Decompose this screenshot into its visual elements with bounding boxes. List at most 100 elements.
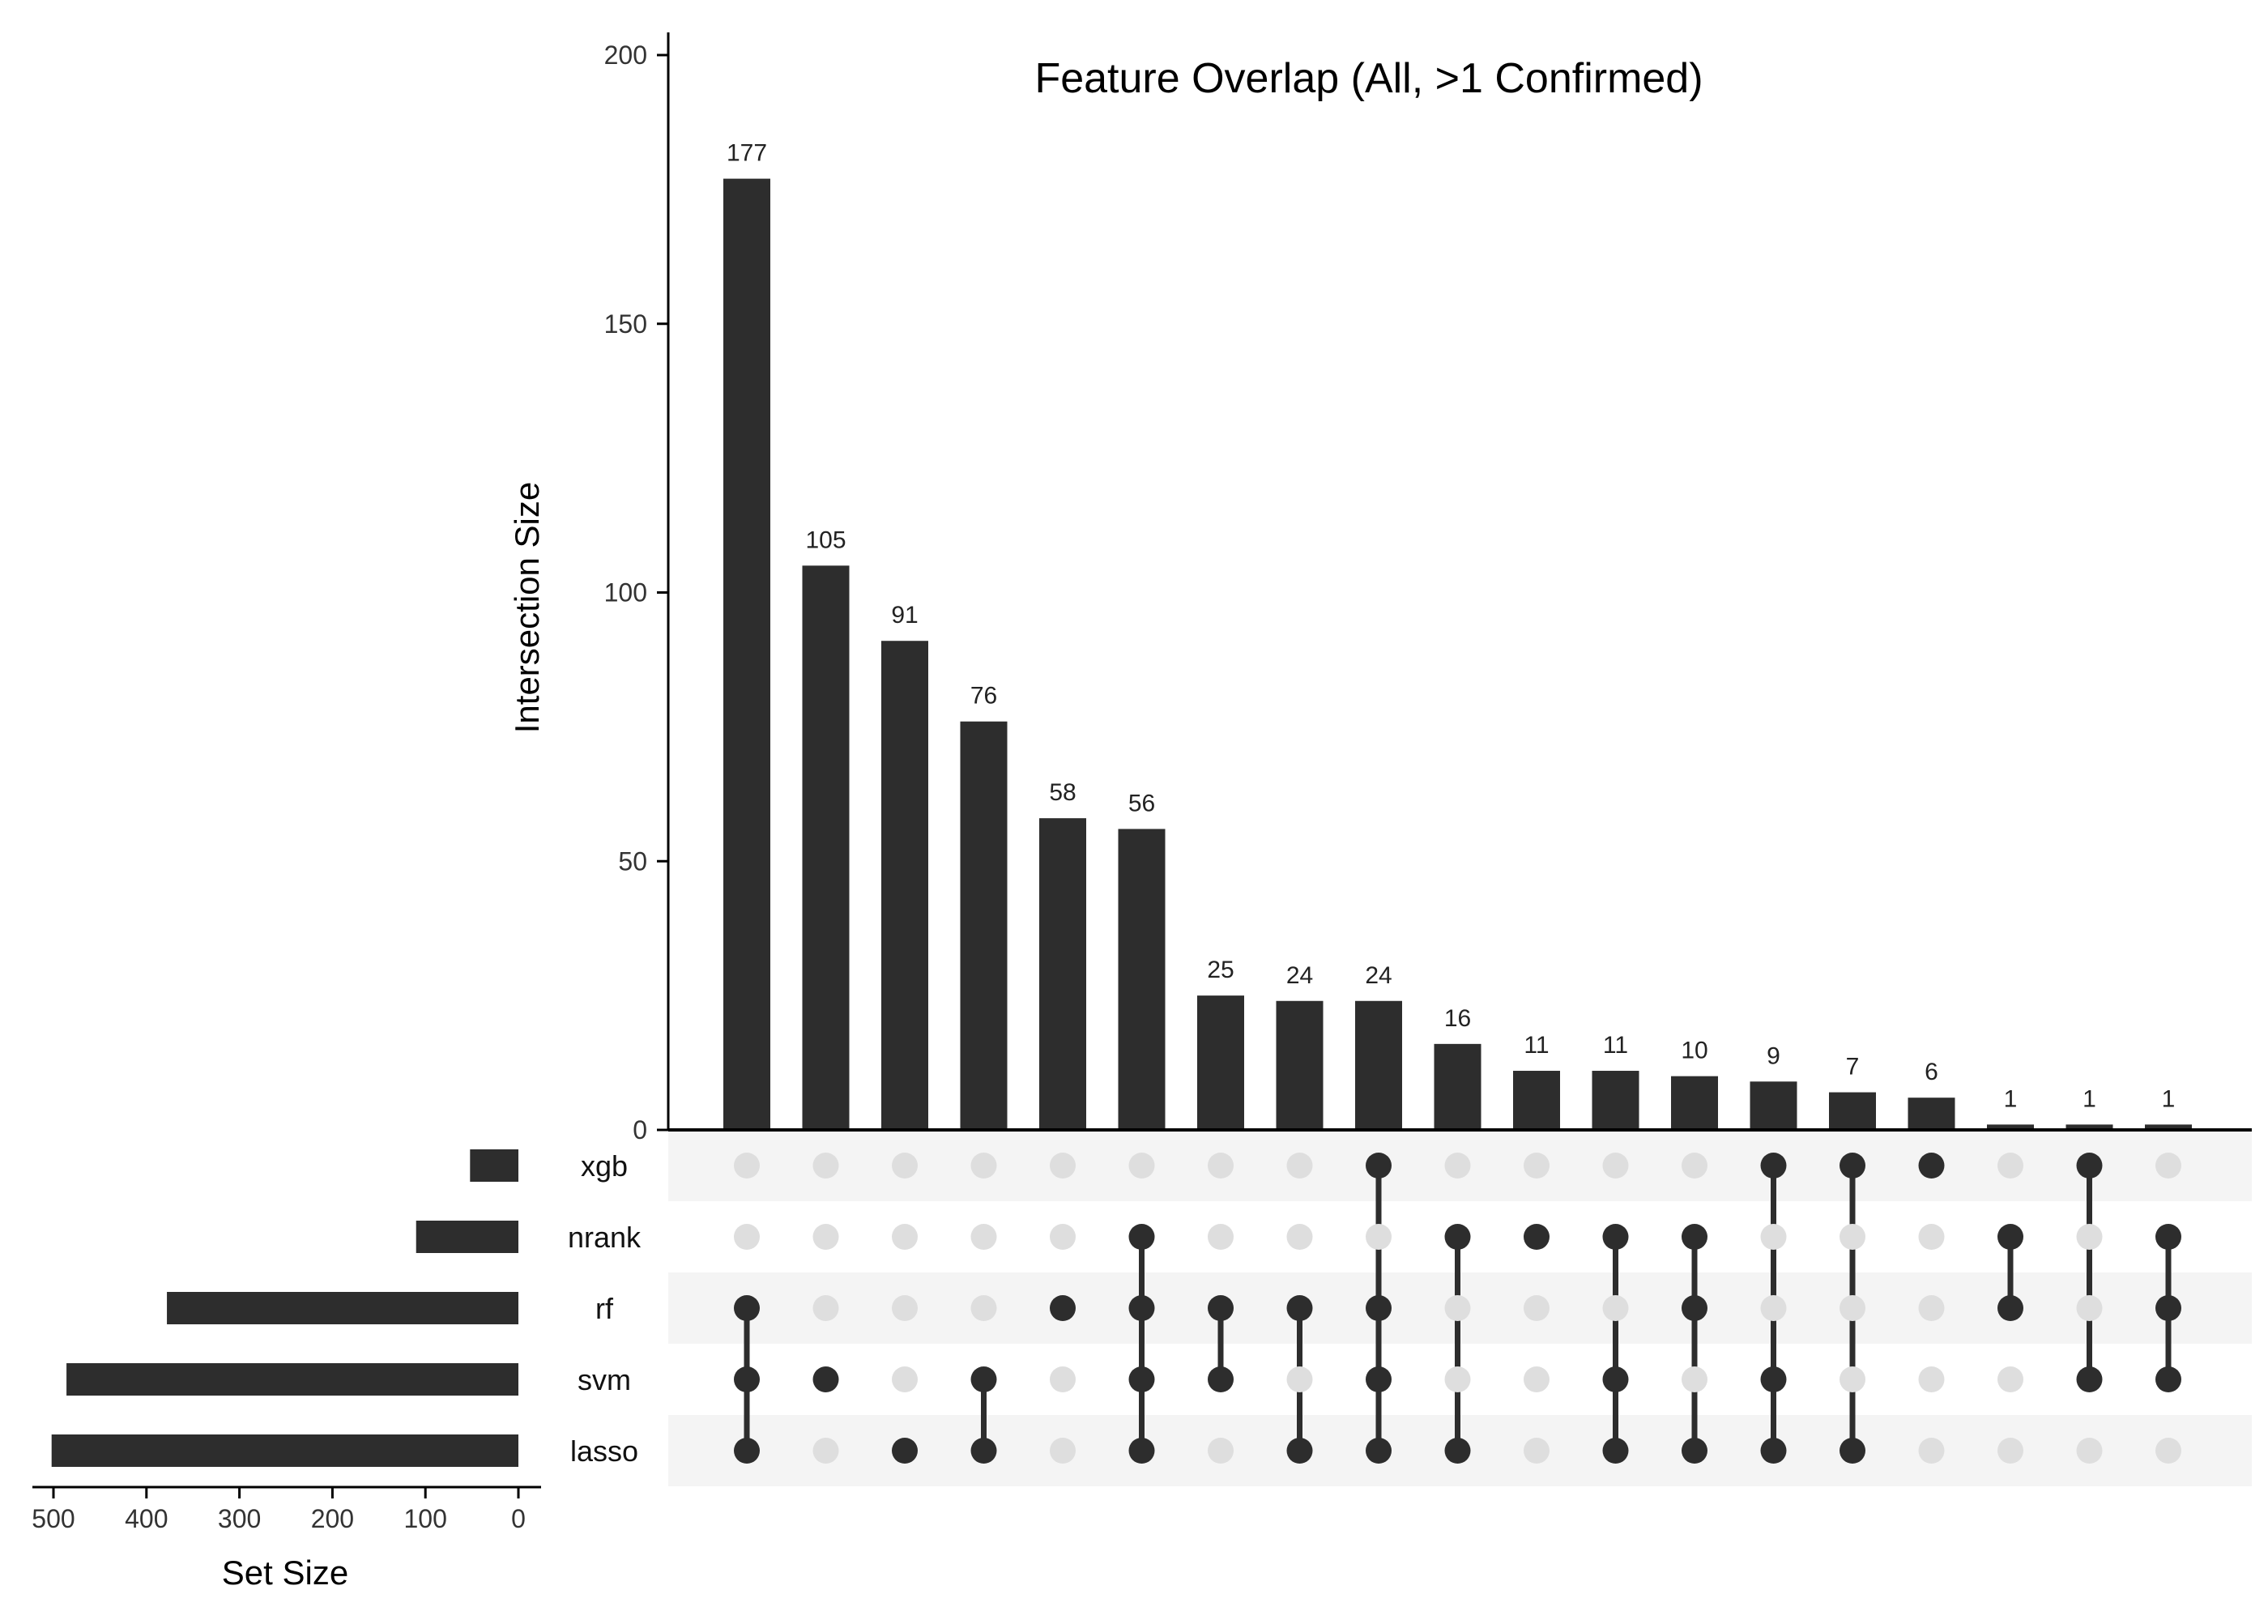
- matrix-dot-inactive: [1602, 1153, 1629, 1179]
- set-size-bar: [167, 1292, 518, 1324]
- intersection-bar: [802, 565, 850, 1130]
- matrix-dot-active: [1524, 1224, 1550, 1250]
- matrix-dot-inactive: [892, 1224, 918, 1250]
- matrix-dot-inactive: [1918, 1438, 1945, 1464]
- bar-value-label: 177: [727, 140, 767, 167]
- matrix-dot-inactive: [1286, 1224, 1313, 1250]
- intersection-bar: [1355, 1000, 1402, 1130]
- intersection-bar: [1908, 1098, 1955, 1130]
- matrix-dot-active: [734, 1438, 760, 1464]
- matrix-dot-inactive: [1444, 1295, 1471, 1321]
- bar-value-label: 25: [1207, 957, 1234, 983]
- matrix-dot-inactive: [1050, 1224, 1076, 1250]
- intersection-bar: [1118, 829, 1166, 1130]
- intersection-bar: [960, 721, 1008, 1130]
- bar-value-label: 10: [1681, 1038, 1707, 1064]
- bar-value-label: 1: [2004, 1085, 2018, 1112]
- matrix-dot-inactive: [1208, 1153, 1234, 1179]
- matrix-dot-active: [1997, 1224, 2023, 1250]
- matrix-dot-active: [1682, 1295, 1707, 1321]
- bar-value-label: 91: [891, 602, 918, 629]
- set-label: lasso: [570, 1434, 638, 1468]
- matrix-dot-active: [1208, 1295, 1234, 1321]
- matrix-dot-active: [1997, 1295, 2023, 1321]
- matrix-dot-active: [1286, 1438, 1313, 1464]
- matrix-dot-active: [970, 1438, 997, 1464]
- y-tick-label: 100: [604, 578, 647, 607]
- bar-value-label: 6: [1925, 1059, 1938, 1085]
- bar-value-label: 105: [805, 526, 846, 553]
- matrix-dot-active: [1444, 1438, 1471, 1464]
- matrix-dot-inactive: [812, 1295, 839, 1321]
- bar-value-label: 58: [1049, 779, 1076, 806]
- intersection-bar: [881, 641, 928, 1130]
- set-label: rf: [595, 1292, 614, 1325]
- matrix-dot-inactive: [1918, 1224, 1945, 1250]
- matrix-dot-active: [1602, 1438, 1629, 1464]
- bar-value-label: 76: [970, 683, 997, 710]
- matrix-dot-active: [1760, 1438, 1787, 1464]
- matrix-dot-active: [1050, 1295, 1076, 1321]
- set-size-bar: [66, 1363, 518, 1396]
- matrix-dot-active: [1366, 1438, 1392, 1464]
- intersection-bar: [1276, 1000, 1324, 1130]
- matrix-dot-active: [1444, 1224, 1471, 1250]
- membership-matrix: [734, 1153, 2181, 1464]
- matrix-dot-inactive: [1840, 1224, 1865, 1250]
- matrix-dot-active: [1682, 1224, 1707, 1250]
- matrix-dot-inactive: [892, 1366, 918, 1392]
- intersection-bars: [723, 178, 2192, 1131]
- matrix-dot-inactive: [1444, 1153, 1471, 1179]
- intersection-bar: [1513, 1071, 1560, 1130]
- bar-value-label: 16: [1444, 1005, 1471, 1032]
- set-size-bar: [470, 1149, 518, 1182]
- y-axis-label: Intersection Size: [508, 482, 546, 734]
- matrix-dot-active: [1128, 1366, 1155, 1392]
- intersection-bar: [1750, 1081, 1797, 1130]
- matrix-dot-active: [1366, 1366, 1392, 1392]
- matrix-dot-inactive: [1050, 1153, 1076, 1179]
- matrix-dot-active: [892, 1438, 918, 1464]
- y-tick-label: 50: [618, 846, 647, 876]
- matrix-dot-inactive: [1444, 1366, 1471, 1392]
- set-axis-tick-label: 200: [311, 1504, 354, 1533]
- set-axis-tick-label: 300: [218, 1504, 261, 1533]
- matrix-dot-inactive: [1918, 1295, 1945, 1321]
- matrix-dot-inactive: [1997, 1438, 2023, 1464]
- matrix-dot-inactive: [1997, 1366, 2023, 1392]
- matrix-dot-active: [1760, 1366, 1787, 1392]
- intersection-bar: [2145, 1124, 2192, 1130]
- chart-title: Feature Overlap (All, >1 Confirmed): [1034, 55, 1703, 102]
- matrix-dot-inactive: [1050, 1366, 1076, 1392]
- matrix-dot-active: [1208, 1366, 1234, 1392]
- bar-value-label: 11: [1603, 1032, 1628, 1059]
- matrix-dot-inactive: [812, 1224, 839, 1250]
- matrix-dot-inactive: [1524, 1153, 1550, 1179]
- matrix-dot-inactive: [1286, 1153, 1313, 1179]
- set-size-axis-label: Set Size: [222, 1554, 348, 1592]
- matrix-dot-inactive: [2155, 1153, 2181, 1179]
- matrix-dot-inactive: [1128, 1153, 1155, 1179]
- chart-text: Feature Overlap (All, >1 Confirmed) Inte…: [32, 40, 2175, 1592]
- matrix-dot-active: [2076, 1153, 2103, 1179]
- axes: [32, 32, 2252, 1498]
- matrix-dot-inactive: [1286, 1366, 1313, 1392]
- set-axis-tick-label: 0: [511, 1504, 526, 1533]
- set-size-bars: [51, 1149, 519, 1467]
- matrix-dot-inactive: [970, 1295, 997, 1321]
- matrix-dot-active: [970, 1366, 997, 1392]
- bar-value-label: 7: [1846, 1054, 1860, 1081]
- y-tick-label: 200: [604, 40, 647, 70]
- matrix-dot-inactive: [1682, 1366, 1707, 1392]
- intersection-bar: [1987, 1124, 2034, 1130]
- bar-value-label: 56: [1128, 790, 1155, 816]
- matrix-dot-inactive: [2076, 1295, 2103, 1321]
- matrix-dot-active: [812, 1366, 839, 1392]
- matrix-dot-active: [2155, 1295, 2181, 1321]
- matrix-dot-active: [734, 1295, 760, 1321]
- matrix-dot-inactive: [1366, 1224, 1392, 1250]
- matrix-dot-active: [734, 1366, 760, 1392]
- matrix-dot-active: [1128, 1295, 1155, 1321]
- matrix-dot-active: [1128, 1224, 1155, 1250]
